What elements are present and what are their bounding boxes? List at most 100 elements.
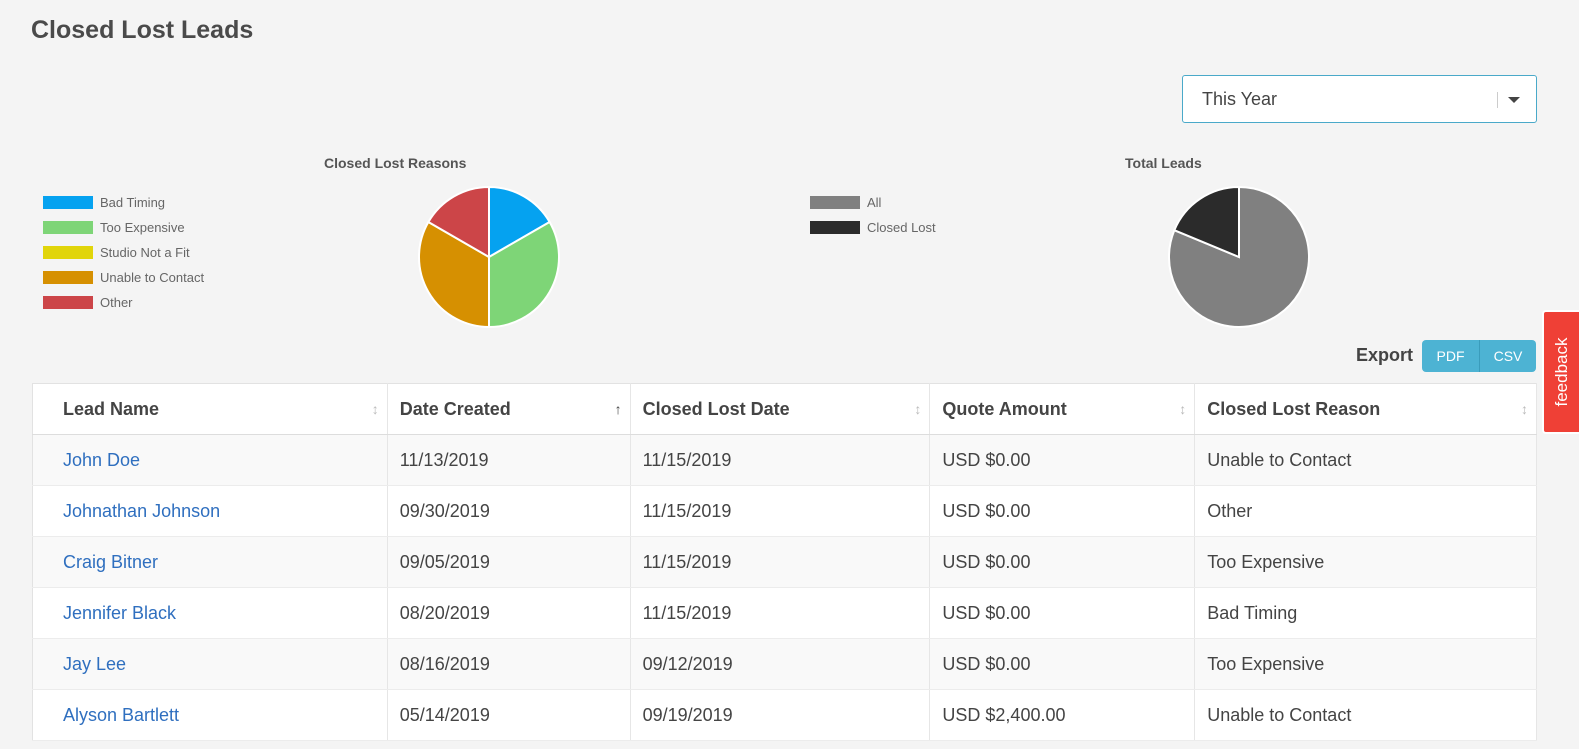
legend-item[interactable]: Unable to Contact [43, 265, 204, 290]
legend-item[interactable]: Other [43, 290, 204, 315]
pie-slice-unable-to-contact[interactable] [418, 220, 490, 329]
legend-item[interactable]: Too Expensive [43, 215, 204, 240]
legend-label: Unable to Contact [100, 270, 205, 285]
feedback-label: feedback [1551, 337, 1571, 407]
feedback-tab[interactable]: feedback [1542, 310, 1579, 434]
lead-name-link[interactable]: Alyson Bartlett [63, 704, 180, 725]
reasons-legend: Bad Timing Too Expensive Studio Not a Fi… [43, 190, 204, 315]
column-header-label: Quote Amount [942, 398, 1067, 419]
legend-label: Bad Timing [100, 195, 166, 210]
legend-label: Too Expensive [100, 220, 185, 235]
closed-lost-date-cell: 11/15/2019 [630, 536, 931, 588]
legend-label: Closed Lost [867, 220, 936, 235]
lead-name-cell: Jennifer Black [32, 587, 388, 639]
table-row: Alyson Bartlett 05/14/2019 09/19/2019 US… [32, 689, 1537, 741]
quote-amount-cell: USD $0.00 [929, 638, 1196, 690]
lead-name-link[interactable]: Jay Lee [63, 653, 127, 674]
column-header-label: Closed Lost Reason [1207, 398, 1381, 419]
closed-lost-date-cell: 09/12/2019 [630, 638, 931, 690]
quote-amount-cell: USD $0.00 [929, 485, 1196, 537]
pie-slice-other[interactable] [427, 185, 490, 259]
table-row: Jay Lee 08/16/2019 09/12/2019 USD $0.00 … [32, 638, 1537, 690]
lead-name-cell: Jay Lee [32, 638, 388, 690]
reasons-pie-chart[interactable] [418, 185, 560, 329]
closed-lost-date-cell: 11/15/2019 [630, 587, 931, 639]
sort-icon[interactable]: ↕ [1179, 401, 1187, 417]
sort-ascending-icon[interactable]: ↑ [614, 401, 622, 417]
legend-swatch [43, 271, 93, 284]
totals-legend: All Closed Lost [810, 190, 936, 240]
column-header-label: Closed Lost Date [642, 398, 790, 419]
pie-slice-closed-lost[interactable] [1173, 185, 1240, 259]
lead-name-cell: Craig Bitner [32, 536, 388, 588]
lead-name-cell: Johnathan Johnson [32, 485, 388, 537]
closed-lost-date-cell: 11/15/2019 [630, 485, 931, 537]
legend-label: Studio Not a Fit [100, 245, 190, 260]
lead-name-link[interactable]: Craig Bitner [63, 551, 159, 572]
table-row: John Doe 11/13/2019 11/15/2019 USD $0.00… [32, 434, 1537, 486]
legend-swatch [43, 296, 93, 309]
export-pdf-button[interactable]: PDF [1422, 340, 1479, 372]
column-header-quote-amount[interactable]: Quote Amount ↕ [929, 383, 1196, 435]
legend-swatch [810, 196, 860, 209]
legend-label: Other [100, 295, 133, 310]
closed-lost-date-cell: 09/19/2019 [630, 689, 931, 741]
totals-chart-title: Total Leads [1125, 155, 1202, 171]
chevron-down-icon[interactable] [1508, 97, 1520, 103]
closed-lost-reason-cell: Bad Timing [1194, 587, 1537, 639]
page-title: Closed Lost Leads [31, 16, 254, 44]
date-created-cell: 09/05/2019 [387, 536, 631, 588]
export-button-group: PDF CSV [1422, 340, 1536, 372]
table-header-row: Lead Name ↕ Date Created ↑ Closed Lost Dat… [32, 383, 1537, 435]
lead-name-link[interactable]: Jennifer Black [63, 602, 177, 623]
legend-label: All [867, 195, 882, 210]
legend-item[interactable]: Closed Lost [810, 215, 936, 240]
table-row: Jennifer Black 08/20/2019 11/15/2019 USD… [32, 587, 1537, 639]
column-header-label: Lead Name [63, 398, 160, 419]
export-csv-button[interactable]: CSV [1479, 340, 1536, 372]
date-created-cell: 09/30/2019 [387, 485, 631, 537]
legend-item[interactable]: Studio Not a Fit [43, 240, 204, 265]
pie-slice-bad-timing[interactable] [488, 185, 551, 259]
closed-lost-reason-cell: Other [1194, 485, 1537, 537]
column-header-closed-lost-date[interactable]: Closed Lost Date ↕ [630, 383, 931, 435]
totals-pie-chart[interactable] [1168, 185, 1310, 328]
table-row: Johnathan Johnson 09/30/2019 11/15/2019 … [32, 485, 1537, 537]
leads-table: Lead Name ↕ Date Created ↑ Closed Lost Dat… [32, 383, 1537, 741]
legend-item[interactable]: Bad Timing [43, 190, 204, 215]
sort-icon[interactable]: ↕ [914, 401, 922, 417]
legend-swatch [43, 196, 93, 209]
reasons-chart-title: Closed Lost Reasons [324, 155, 467, 171]
quote-amount-cell: USD $2,400.00 [929, 689, 1196, 741]
lead-name-link[interactable]: John Doe [63, 449, 141, 470]
period-select[interactable]: This Year [1182, 75, 1537, 123]
quote-amount-cell: USD $0.00 [929, 536, 1196, 588]
legend-swatch [43, 221, 93, 234]
export-label: Export [1356, 345, 1414, 365]
column-header-label: Date Created [399, 398, 511, 419]
quote-amount-cell: USD $0.00 [929, 587, 1196, 639]
column-header-date-created[interactable]: Date Created ↑ [387, 383, 631, 435]
sort-icon[interactable]: ↕ [371, 401, 379, 417]
lead-name-cell: Alyson Bartlett [32, 689, 388, 741]
date-created-cell: 08/16/2019 [387, 638, 631, 690]
quote-amount-cell: USD $0.00 [929, 434, 1196, 486]
pie-slice-too-expensive[interactable] [488, 220, 560, 329]
legend-swatch [810, 221, 860, 234]
closed-lost-reason-cell: Too Expensive [1194, 638, 1537, 690]
column-header-closed-lost-reason[interactable]: Closed Lost Reason ↕ [1194, 383, 1537, 435]
lead-name-cell: John Doe [32, 434, 388, 486]
date-created-cell: 05/14/2019 [387, 689, 631, 741]
lead-name-link[interactable]: Johnathan Johnson [63, 500, 221, 521]
legend-swatch [43, 246, 93, 259]
closed-lost-date-cell: 11/15/2019 [630, 434, 931, 486]
column-header-lead-name[interactable]: Lead Name ↕ [32, 383, 388, 435]
closed-lost-reason-cell: Unable to Contact [1194, 434, 1537, 486]
table-row: Craig Bitner 09/05/2019 11/15/2019 USD $… [32, 536, 1537, 588]
sort-icon[interactable]: ↕ [1521, 401, 1528, 417]
date-created-cell: 11/13/2019 [387, 434, 631, 486]
closed-lost-reason-cell: Too Expensive [1194, 536, 1537, 588]
select-divider [1497, 92, 1498, 108]
period-select-value: This Year [1202, 88, 1278, 109]
legend-item[interactable]: All [810, 190, 936, 215]
